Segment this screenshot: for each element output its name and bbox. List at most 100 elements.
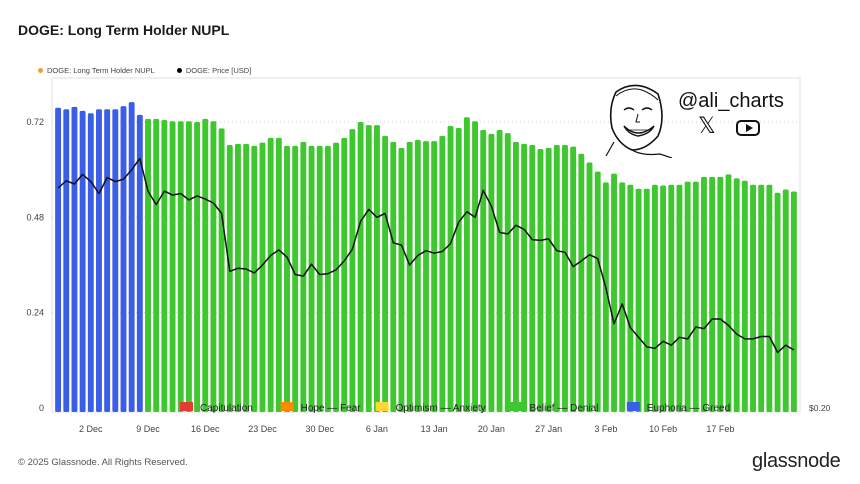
nupl-bar xyxy=(463,117,470,412)
nupl-bar xyxy=(537,149,544,412)
nupl-bar xyxy=(504,133,511,412)
nupl-bar xyxy=(447,125,454,412)
zone-legend-item[interactable]: Euphoria — Greed xyxy=(626,402,730,414)
nupl-bar xyxy=(701,176,707,412)
nupl-bar xyxy=(594,171,601,412)
nupl-bar xyxy=(382,135,389,412)
nupl-bar xyxy=(226,145,233,413)
nupl-bar xyxy=(120,106,127,412)
nupl-bar xyxy=(169,121,176,412)
zone-legend-item[interactable]: Hope — Fear xyxy=(280,402,362,414)
zone-legend-label: Optimism — Anxiety xyxy=(396,403,486,414)
nupl-bar xyxy=(439,135,446,412)
nupl-bar xyxy=(251,145,258,413)
legend-label-nupl: DOGE: Long Term Holder NUPL xyxy=(47,66,155,75)
nupl-bar xyxy=(774,192,781,412)
chart-title: DOGE: Long Term Holder NUPL xyxy=(18,22,230,38)
nupl-bar xyxy=(71,106,78,413)
x-tick-label: 13 Jan xyxy=(421,424,448,434)
zone-legend-item[interactable]: Capitulation xyxy=(180,402,253,414)
nupl-bar xyxy=(512,141,519,412)
nupl-bar xyxy=(210,121,217,412)
nupl-bar xyxy=(398,147,405,412)
nupl-bar xyxy=(455,127,462,412)
nupl-bar xyxy=(635,188,642,412)
nupl-bar xyxy=(218,128,225,412)
x-tick-label: 2 Dec xyxy=(79,424,103,434)
nupl-bar xyxy=(709,176,716,412)
nupl-bar xyxy=(104,109,111,413)
zone-legend-item[interactable]: Optimism — Anxiety xyxy=(375,402,486,414)
nupl-bar xyxy=(194,122,201,412)
nupl-bar xyxy=(112,109,119,413)
zone-legend-swatch xyxy=(626,402,640,411)
y-tick-label: 0 xyxy=(39,403,44,413)
nupl-bar xyxy=(562,145,568,413)
nupl-bar xyxy=(96,109,102,413)
nupl-bar xyxy=(790,191,797,412)
nupl-bar xyxy=(177,121,184,412)
nupl-bar xyxy=(341,137,348,412)
ali-charts-badge: @ali_charts 𝕏 xyxy=(602,78,798,160)
nupl-bar xyxy=(79,110,86,412)
nupl-bar xyxy=(161,120,168,412)
nupl-bar xyxy=(145,118,151,413)
nupl-bar xyxy=(643,188,650,412)
nupl-bar xyxy=(267,137,274,412)
nupl-bar xyxy=(668,184,675,412)
x-tick-label: 16 Dec xyxy=(191,424,220,434)
nupl-bar xyxy=(333,142,340,412)
nupl-bar xyxy=(660,185,667,412)
x-tick-label: 30 Dec xyxy=(305,424,334,434)
zone-legend-label: Capitulation xyxy=(200,403,253,414)
nupl-bar xyxy=(275,137,282,412)
nupl-bar xyxy=(529,145,536,413)
nupl-bar xyxy=(365,125,372,412)
nupl-bar xyxy=(480,129,487,412)
nupl-bar xyxy=(153,118,160,413)
nupl-bar xyxy=(602,182,609,412)
y-tick-label: 0.24 xyxy=(26,308,44,318)
nupl-bar xyxy=(611,173,617,412)
zone-legend-swatch xyxy=(180,402,193,411)
nupl-bar xyxy=(300,141,307,412)
nupl-bar xyxy=(431,141,438,413)
nupl-bar xyxy=(758,184,765,412)
nupl-bar xyxy=(136,114,143,412)
nupl-bar xyxy=(292,145,299,413)
nupl-bar xyxy=(521,143,528,412)
legend-dot-nupl xyxy=(38,68,43,73)
nupl-bar xyxy=(472,121,478,412)
y-tick-label: 0.48 xyxy=(26,212,44,222)
nupl-bar xyxy=(243,143,250,412)
nupl-bar xyxy=(496,129,503,412)
price-line xyxy=(57,157,795,354)
x-tick-label: 6 Jan xyxy=(366,424,388,434)
nupl-bar xyxy=(284,145,290,413)
nupl-bar xyxy=(324,145,331,413)
nupl-bar xyxy=(63,109,70,413)
x-tick-label: 10 Feb xyxy=(649,424,677,434)
legend-item-nupl[interactable]: DOGE: Long Term Holder NUPL xyxy=(38,66,155,75)
right-axis-label: $0.20 xyxy=(809,403,831,413)
x-tick-label: 20 Jan xyxy=(478,424,505,434)
legend-item-price[interactable]: DOGE: Price [USD] xyxy=(176,66,251,75)
zone-legend-label: Hope — Fear xyxy=(301,403,362,414)
nupl-bar xyxy=(766,184,773,412)
nupl-bar xyxy=(725,174,732,412)
nupl-bar xyxy=(235,143,241,412)
nupl-bar xyxy=(619,182,626,412)
glassnode-logo: glassnode xyxy=(752,450,841,472)
nupl-bar xyxy=(627,184,634,412)
nupl-bar xyxy=(488,133,495,412)
x-logo-icon: 𝕏 xyxy=(698,114,716,139)
nupl-bar xyxy=(128,102,135,412)
top-legend: DOGE: Long Term Holder NUPL DOGE: Price … xyxy=(38,66,251,75)
x-tick-label: 17 Feb xyxy=(706,424,734,434)
meme-face-icon xyxy=(605,84,672,158)
nupl-bar xyxy=(185,121,192,412)
nupl-bar xyxy=(676,184,683,412)
nupl-bar xyxy=(202,118,209,413)
zone-legend-item[interactable]: Belief — Denial xyxy=(509,402,599,414)
